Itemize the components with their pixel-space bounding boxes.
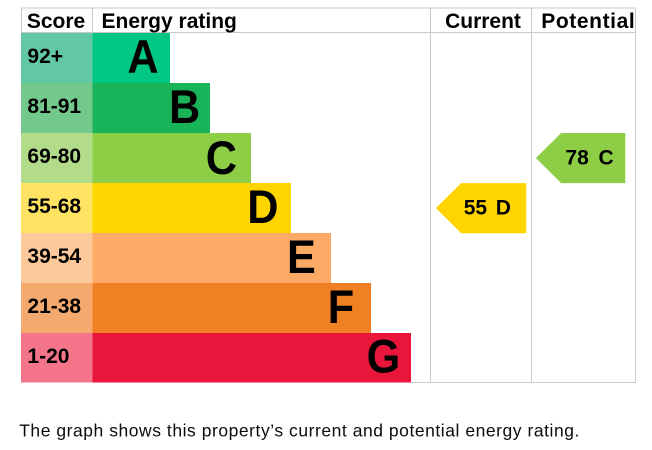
svg-text:55: 55 xyxy=(464,197,488,220)
svg-text:39-54: 39-54 xyxy=(27,245,81,268)
svg-text:55-68: 55-68 xyxy=(27,195,81,218)
svg-text:C: C xyxy=(599,147,614,170)
svg-text:E: E xyxy=(287,230,316,283)
svg-text:A: A xyxy=(127,30,158,83)
svg-text:Potential: Potential xyxy=(541,10,635,33)
svg-text:69-80: 69-80 xyxy=(27,145,81,168)
svg-text:Score: Score xyxy=(27,10,85,33)
svg-text:81-91: 81-91 xyxy=(27,95,81,118)
svg-text:D: D xyxy=(247,180,278,233)
svg-text:D: D xyxy=(496,197,511,220)
svg-text:1-20: 1-20 xyxy=(27,345,69,368)
svg-text:G: G xyxy=(367,330,401,383)
svg-text:B: B xyxy=(169,80,200,133)
svg-text:C: C xyxy=(206,131,237,184)
svg-text:F: F xyxy=(328,280,354,333)
svg-text:Current: Current xyxy=(445,10,521,33)
svg-text:The graph shows this property’: The graph shows this property’s current … xyxy=(19,421,580,441)
svg-text:21-38: 21-38 xyxy=(27,295,81,318)
svg-text:92+: 92+ xyxy=(27,45,63,68)
svg-text:Energy rating: Energy rating xyxy=(102,10,237,33)
svg-text:78: 78 xyxy=(565,147,589,170)
